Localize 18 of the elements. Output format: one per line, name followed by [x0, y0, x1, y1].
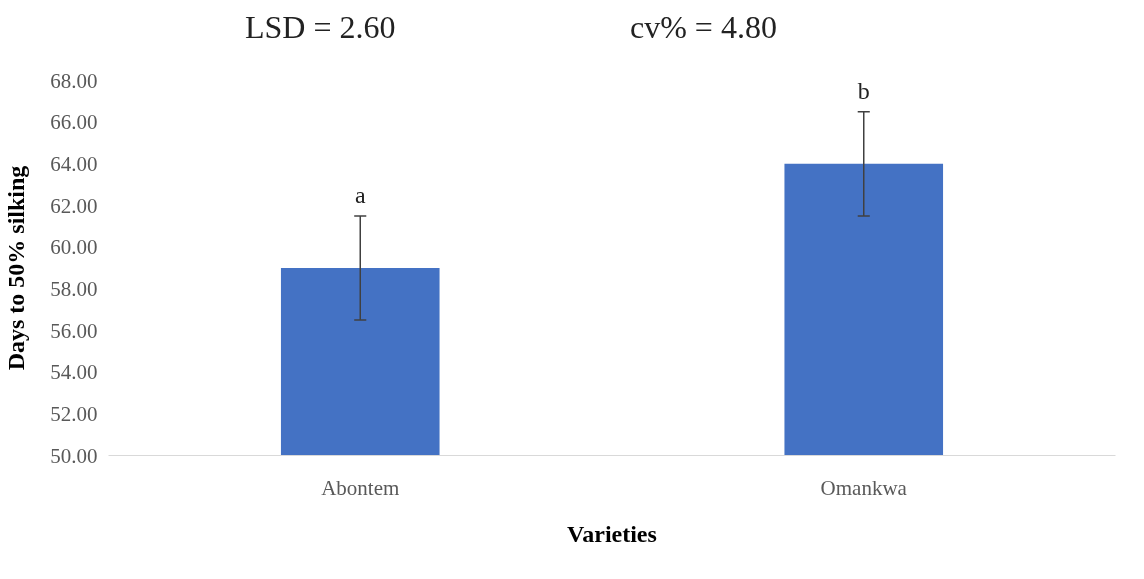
annotation: a — [354, 181, 366, 208]
y-tick-label: 60.00 — [50, 235, 98, 260]
text: cv% = 4.80 — [630, 8, 777, 47]
y-axis-title: Days to 50% silking — [3, 165, 30, 371]
y-tick-label: 52.00 — [50, 401, 98, 426]
text: LSD = 2.60 — [245, 8, 396, 47]
y-tick-label: 64.00 — [50, 151, 98, 176]
x-tick-label: Omankwa — [820, 475, 908, 500]
y-tick-label: 68.00 — [50, 68, 98, 93]
annotation: b — [857, 77, 870, 104]
y-tick-label: 62.00 — [50, 193, 98, 218]
y-tick-label: 50.00 — [50, 443, 98, 468]
y-tick-label: 54.00 — [50, 360, 98, 385]
x-tick-label: Abontem — [321, 475, 400, 500]
y-tick-label: 58.00 — [50, 276, 98, 301]
y-tick-label: 56.00 — [50, 318, 98, 343]
y-tick-label: 66.00 — [50, 110, 98, 135]
x-axis-title: Varieties — [567, 520, 657, 547]
